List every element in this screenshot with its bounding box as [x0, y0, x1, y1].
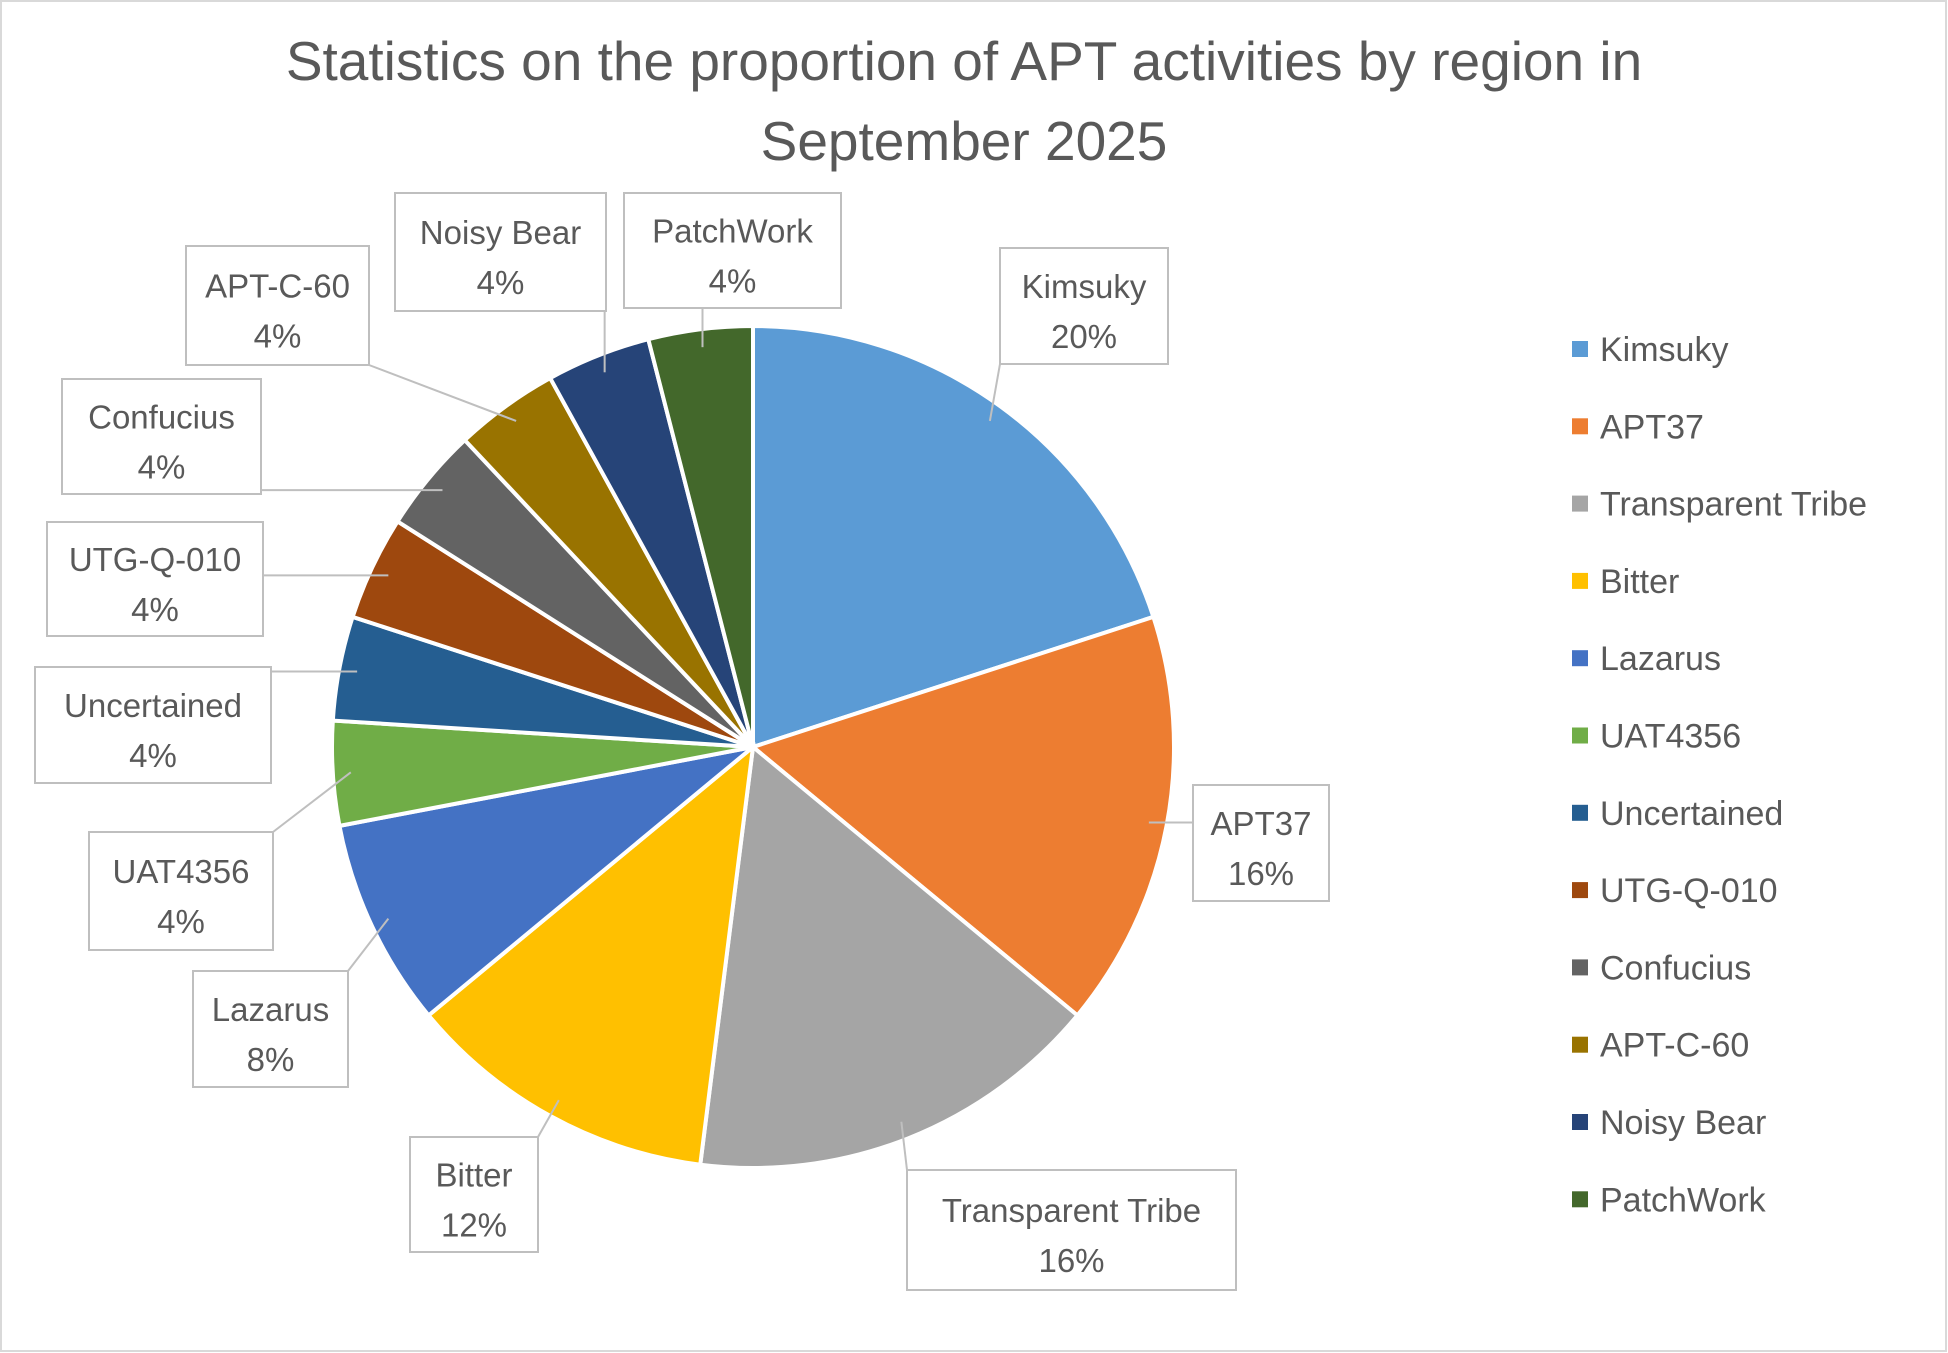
leader-line [347, 917, 390, 972]
legend-swatch [1572, 418, 1588, 435]
data-label-value: 20% [1051, 318, 1117, 355]
data-label-box [61, 378, 262, 495]
leader-line [900, 1121, 908, 1171]
data-label-box [623, 192, 842, 309]
legend-item-label: Confucius [1600, 949, 1751, 987]
chart-title-line-2: September 2025 [761, 110, 1168, 172]
data-label-box [906, 1169, 1237, 1291]
legend-swatch [1572, 959, 1588, 976]
legend-swatch [1572, 341, 1588, 357]
data-label-value: 4% [129, 737, 177, 774]
data-label-name: Confucius [88, 399, 235, 436]
legend-item-label: UAT4356 [1600, 718, 1741, 756]
legend-item-label: Noisy Bear [1600, 1104, 1766, 1142]
data-label-name: UTG-Q-010 [69, 541, 241, 578]
data-label-name: APT37 [1211, 805, 1312, 842]
data-label-name: APT-C-60 [205, 268, 350, 305]
data-label-value: 16% [1038, 1242, 1104, 1279]
data-label-box [185, 245, 370, 366]
legend-item-label: Bitter [1600, 563, 1679, 601]
leader-line [368, 364, 517, 422]
legend-item-label: APT-C-60 [1600, 1027, 1749, 1065]
data-label-value: 4% [254, 318, 302, 355]
data-label-value: 4% [709, 263, 757, 300]
leader-line [988, 363, 1001, 422]
data-label-name: PatchWork [652, 213, 813, 250]
leader-line [537, 1099, 560, 1138]
legend-swatch [1572, 650, 1588, 667]
legend-item-label: APT37 [1600, 408, 1704, 446]
legend-swatch [1572, 572, 1588, 589]
data-label-value: 4% [157, 903, 205, 940]
legend-swatch [1572, 804, 1588, 821]
legend-item-label: PatchWork [1600, 1181, 1767, 1219]
data-label-value: 4% [477, 264, 525, 301]
data-label-box [409, 1136, 539, 1253]
legend-swatch [1572, 727, 1588, 744]
leader-line [272, 771, 352, 833]
legend-swatch [1572, 1114, 1588, 1130]
pie-slice-apt37 [748, 614, 1176, 1019]
data-label-value: 8% [247, 1041, 295, 1078]
data-label-value: 12% [441, 1207, 507, 1244]
legend-swatch [1572, 882, 1588, 899]
pie-slice-kimsuky [751, 323, 1156, 750]
data-label-value: 4% [138, 449, 186, 486]
legend-swatch [1572, 1191, 1588, 1208]
legend-swatch [1572, 495, 1588, 512]
data-label-value: 16% [1228, 855, 1294, 892]
legend-item-label: Uncertained [1600, 795, 1783, 833]
data-label-name: Bitter [435, 1157, 512, 1194]
data-label-name: Transparent Tribe [942, 1192, 1201, 1229]
data-label-box [999, 247, 1169, 365]
data-label-value: 4% [131, 591, 179, 628]
legend-item-label: UTG-Q-010 [1600, 872, 1778, 910]
data-label-box [192, 970, 349, 1088]
data-label-box [88, 831, 274, 951]
data-label-box [34, 666, 272, 784]
legend-item-label: Lazarus [1600, 640, 1721, 678]
legend-swatch [1572, 1036, 1588, 1053]
data-label-name: Noisy Bear [420, 214, 581, 251]
legend-item-label: Transparent Tribe [1600, 486, 1867, 524]
data-label-box [46, 521, 264, 637]
legend-item-label: Kimsuky [1600, 331, 1728, 369]
pie-slice-patchwork [645, 323, 755, 748]
data-label-name: Lazarus [212, 991, 329, 1028]
data-label-box [1192, 784, 1330, 902]
data-label-name: UAT4356 [113, 853, 250, 890]
pie-slice-transparent-tribe [697, 743, 1081, 1170]
data-label-box [394, 192, 607, 312]
pie-slice-lazarus [337, 745, 755, 1019]
chart-title-line-1: Statistics on the proportion of APT acti… [286, 30, 1642, 92]
data-label-name: Kimsuky [1022, 268, 1147, 305]
data-label-name: Uncertained [64, 687, 242, 724]
